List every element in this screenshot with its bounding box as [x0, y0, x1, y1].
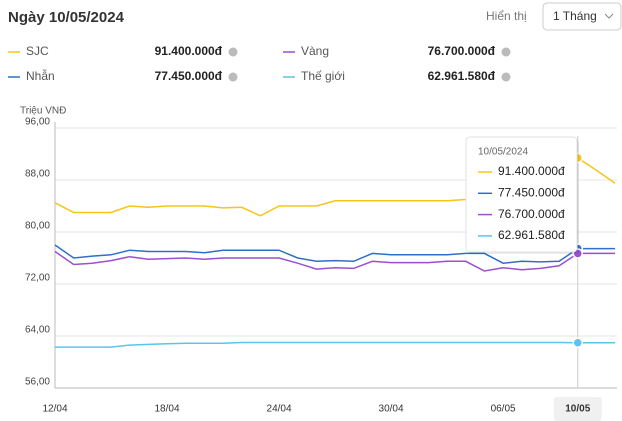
- x-tick-label: 10/05: [565, 404, 590, 415]
- info-icon: [501, 47, 511, 57]
- x-tick-label: 12/04: [42, 404, 67, 415]
- dropdown-chevron: [604, 13, 614, 19]
- chart-title: Ngày 10/05/2024: [8, 9, 125, 26]
- info-icon: [228, 72, 238, 82]
- x-tick-label: 06/05: [491, 404, 516, 415]
- legend-name: SJC: [26, 44, 49, 58]
- y-axis-label: Triệu VNĐ: [20, 106, 66, 117]
- y-tick-label: 88,00: [25, 169, 50, 180]
- legend-value: 91.400.000đ: [155, 44, 223, 58]
- tooltip-value: 91.400.000đ: [498, 164, 565, 178]
- period-value[interactable]: 1 Tháng: [553, 9, 597, 23]
- y-tick-label: 80,00: [25, 221, 50, 232]
- legend-value: 77.450.000đ: [155, 69, 223, 83]
- tooltip-value: 62.961.580đ: [498, 228, 565, 242]
- x-label-highlight: [553, 397, 602, 421]
- info-icon: [228, 47, 238, 57]
- display-label: Hiển thị: [486, 9, 527, 23]
- legend-name: Nhẫn: [26, 68, 55, 83]
- period-dropdown[interactable]: [542, 2, 622, 31]
- legend-name: Thế giới: [301, 69, 345, 83]
- hover-point: [572, 337, 584, 349]
- series-line: [54, 250, 616, 272]
- x-tick-label: 30/04: [379, 404, 404, 415]
- y-tick-label: 96,00: [25, 117, 50, 128]
- x-tick-label: 18/04: [155, 404, 180, 415]
- legend-value: 62.961.580đ: [428, 69, 496, 83]
- legend-value: 76.700.000đ: [428, 44, 496, 58]
- tooltip: 10/05/2024 91.400.000đ 77.450.000đ 76.700.0…: [465, 136, 579, 254]
- y-tick-label: 64,00: [25, 325, 50, 336]
- info-icon: [501, 72, 511, 82]
- tooltip-date: 10/05/2024: [478, 147, 528, 158]
- tooltip-box: [465, 136, 578, 253]
- y-tick-label: 72,00: [25, 273, 50, 284]
- y-tick-label: 56,00: [25, 377, 50, 388]
- tooltip-value: 76.700.000đ: [498, 207, 565, 221]
- series-line: [55, 341, 616, 348]
- tooltip-value: 77.450.000đ: [498, 185, 565, 199]
- series-line: [54, 244, 616, 264]
- x-tick-label: 24/04: [267, 404, 292, 415]
- legend-name: Vàng: [301, 44, 329, 58]
